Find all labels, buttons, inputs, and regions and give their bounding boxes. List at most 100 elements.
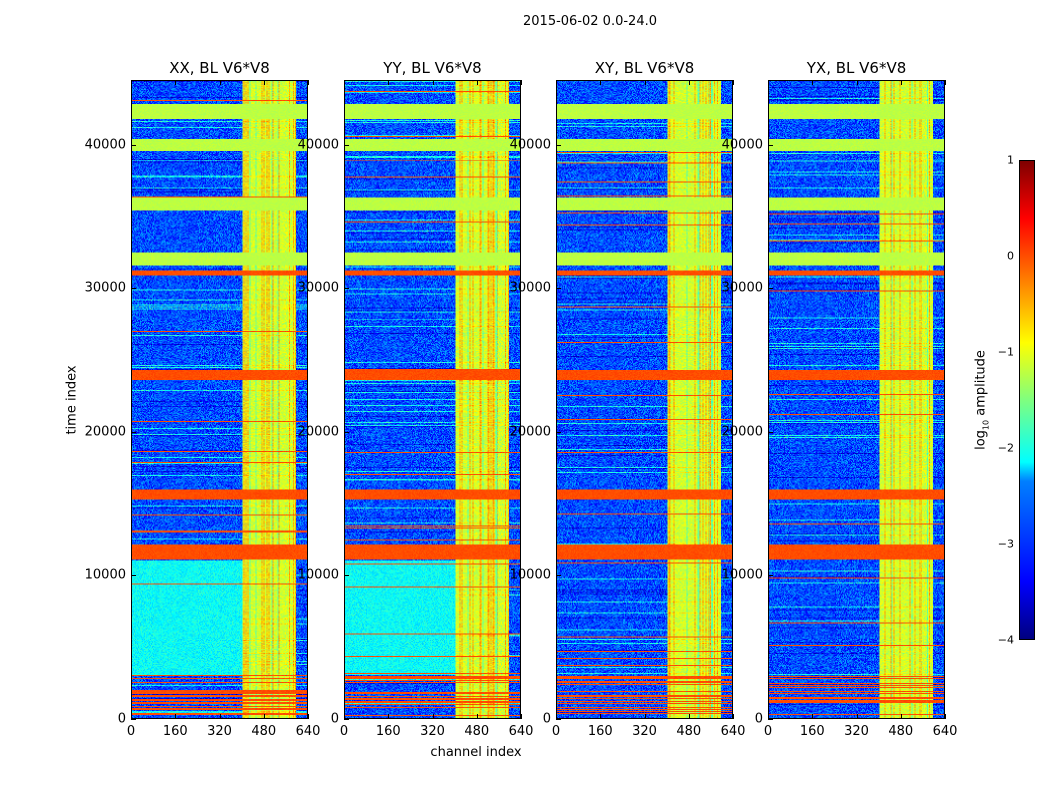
y-tick-label: 30000 (84, 280, 126, 296)
colorbar-tick-label: −3 (997, 537, 1014, 551)
x-tick-mark (476, 714, 478, 719)
x-tick-mark (812, 80, 814, 85)
x-tick-mark (432, 714, 434, 719)
x-axis-label: channel index (430, 745, 522, 760)
x-tick-mark (344, 80, 345, 85)
x-tick-label: 480 (676, 724, 702, 739)
x-tick-mark (175, 714, 177, 719)
x-tick-label: 0 (551, 724, 561, 739)
x-tick-mark (768, 80, 769, 85)
y-tick-mark (556, 431, 561, 433)
heatmap-panel (768, 80, 945, 719)
x-tick-label: 640 (932, 724, 958, 739)
x-tick-mark (263, 80, 265, 85)
y-tick-label: 10000 (721, 567, 763, 583)
y-tick-label: 30000 (297, 280, 339, 296)
colorbar (1019, 160, 1035, 640)
y-tick-mark (556, 288, 561, 290)
x-tick-mark (263, 714, 265, 719)
x-tick-mark (900, 714, 902, 719)
colorbar-tick-label: −4 (997, 633, 1014, 647)
x-tick-mark (131, 714, 132, 719)
x-tick-mark (856, 714, 858, 719)
panel-title: YX, BL V6*V8 (806, 59, 907, 77)
y-tick-label: 40000 (297, 137, 339, 153)
x-tick-mark (556, 714, 557, 719)
x-tick-label: 640 (720, 724, 746, 739)
y-tick-label: 40000 (721, 137, 763, 153)
x-tick-label: 0 (763, 724, 773, 739)
y-tick-mark (131, 144, 136, 146)
y-tick-mark (768, 719, 773, 720)
x-tick-mark (600, 714, 602, 719)
y-tick-mark (556, 719, 561, 720)
y-tick-label: 0 (330, 711, 339, 727)
y-tick-mark (344, 288, 349, 290)
y-tick-label: 0 (117, 711, 126, 727)
heatmap-panel (131, 80, 308, 719)
x-tick-mark (812, 714, 814, 719)
y-tick-mark (768, 431, 773, 433)
x-tick-mark (600, 80, 602, 85)
x-tick-mark (733, 80, 734, 85)
y-tick-label: 20000 (297, 424, 339, 440)
y-tick-label: 0 (754, 711, 763, 727)
x-tick-label: 0 (126, 724, 136, 739)
y-tick-mark (768, 288, 773, 290)
x-tick-label: 0 (339, 724, 349, 739)
y-tick-mark (556, 575, 561, 577)
y-tick-mark (131, 288, 136, 290)
x-tick-label: 480 (888, 724, 914, 739)
x-tick-mark (175, 80, 177, 85)
y-tick-label: 40000 (509, 137, 551, 153)
x-tick-mark (768, 714, 769, 719)
y-tick-mark (344, 719, 349, 720)
heatmap-image (769, 81, 944, 718)
y-tick-label: 30000 (509, 280, 551, 296)
x-tick-label: 160 (375, 724, 401, 739)
y-tick-mark (344, 575, 349, 577)
colorbar-label: log10 amplitude (973, 350, 991, 450)
heatmap-panel (344, 80, 521, 719)
x-tick-mark (688, 80, 690, 85)
x-tick-label: 160 (162, 724, 188, 739)
colorbar-tick-label: 0 (1007, 249, 1014, 263)
y-tick-mark (768, 144, 773, 146)
y-tick-mark (131, 431, 136, 433)
x-tick-mark (733, 714, 734, 719)
x-tick-mark (521, 714, 522, 719)
panel-title: XX, BL V6*V8 (169, 59, 270, 77)
x-tick-label: 320 (632, 724, 657, 739)
heatmap-panel (556, 80, 733, 719)
x-tick-label: 640 (508, 724, 534, 739)
x-tick-mark (644, 80, 646, 85)
y-tick-label: 10000 (297, 567, 339, 583)
x-tick-label: 160 (799, 724, 825, 739)
y-tick-label: 30000 (721, 280, 763, 296)
x-tick-mark (308, 80, 309, 85)
x-tick-mark (131, 80, 132, 85)
x-tick-mark (219, 714, 221, 719)
x-tick-mark (344, 714, 345, 719)
x-tick-mark (688, 714, 690, 719)
x-tick-mark (476, 80, 478, 85)
x-tick-label: 320 (420, 724, 445, 739)
y-tick-mark (344, 431, 349, 433)
x-tick-label: 480 (464, 724, 490, 739)
x-tick-mark (432, 80, 434, 85)
x-tick-mark (388, 80, 390, 85)
x-tick-label: 320 (207, 724, 232, 739)
x-tick-label: 320 (844, 724, 869, 739)
y-tick-label: 20000 (509, 424, 551, 440)
y-tick-mark (131, 719, 136, 720)
x-tick-mark (521, 80, 522, 85)
heatmap-image (557, 81, 732, 718)
colorbar-tick-label: 1 (1007, 153, 1014, 167)
y-tick-label: 40000 (84, 137, 126, 153)
y-tick-label: 10000 (509, 567, 551, 583)
x-tick-mark (308, 714, 309, 719)
y-axis-label: time index (64, 365, 80, 435)
y-tick-mark (768, 575, 773, 577)
y-tick-mark (344, 144, 349, 146)
panel-title: XY, BL V6*V8 (594, 59, 695, 77)
